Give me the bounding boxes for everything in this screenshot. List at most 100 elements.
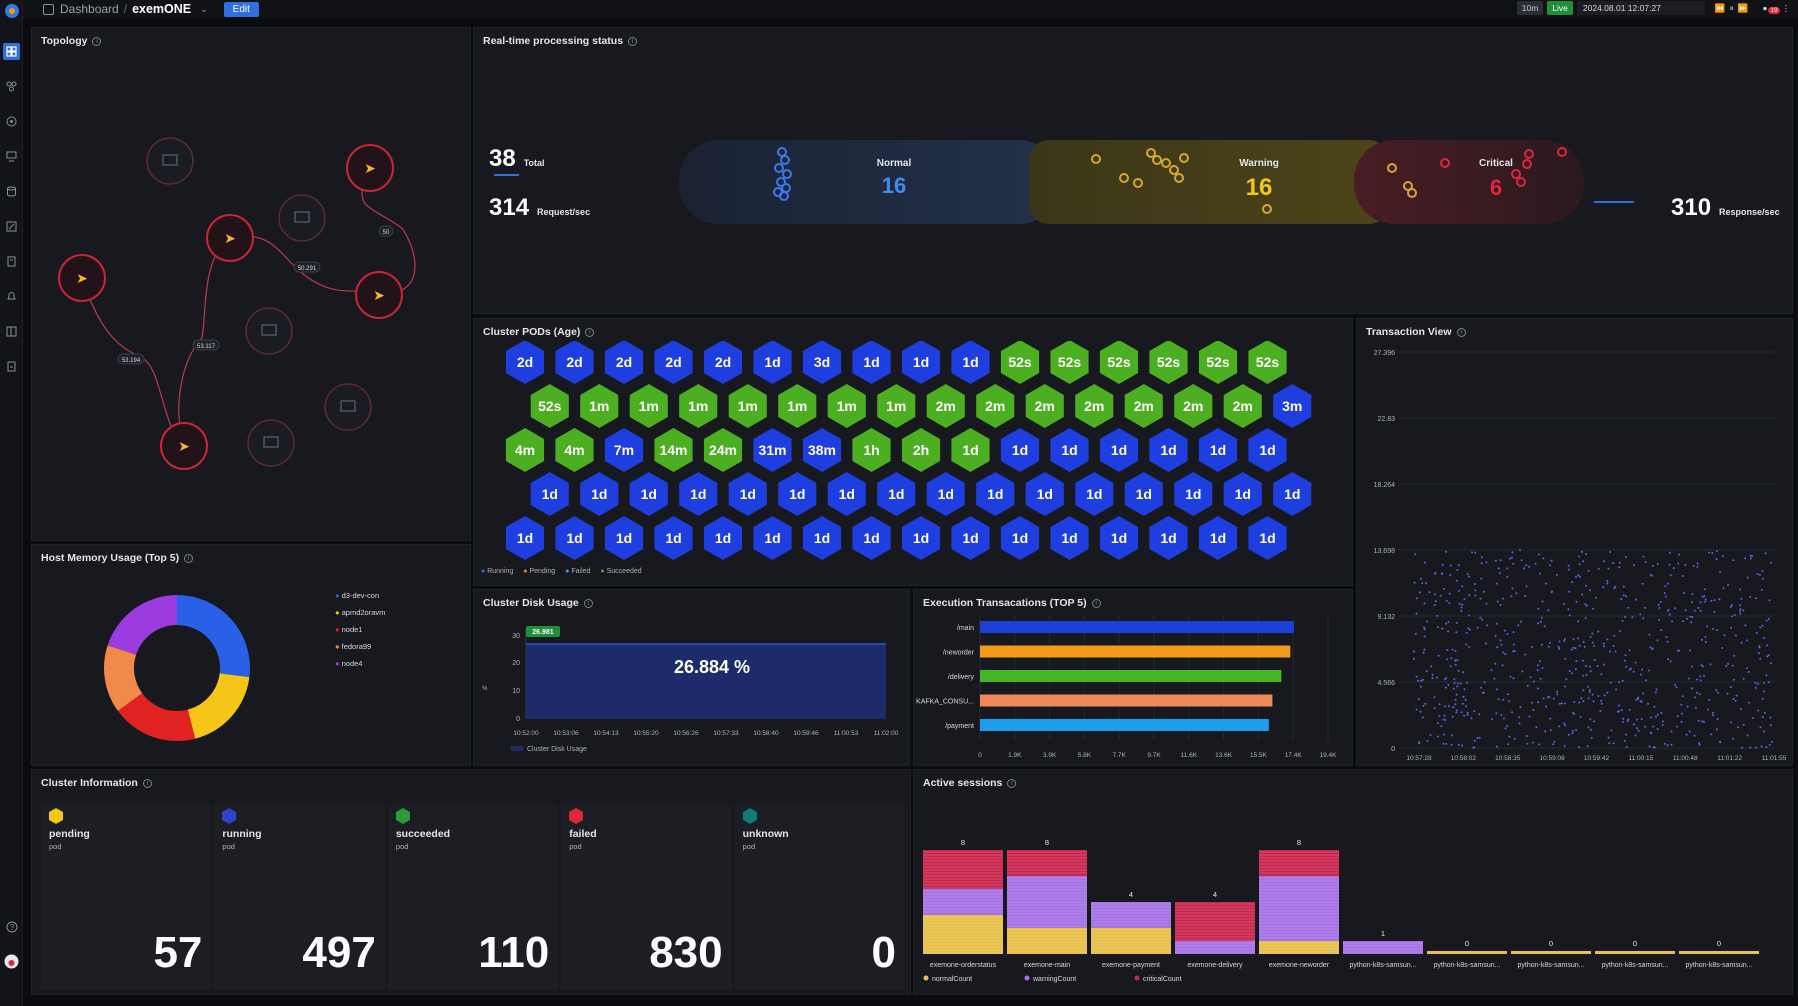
session-bar-segment[interactable]: [1259, 876, 1339, 941]
pod-hexagon[interactable]: 2d: [604, 341, 644, 384]
pod-hexagon[interactable]: 1d: [1273, 472, 1312, 516]
session-bar-segment[interactable]: [1091, 902, 1171, 928]
pod-hexagon[interactable]: 24m: [703, 428, 743, 472]
pod-hexagon[interactable]: 1d: [1198, 428, 1238, 472]
pod-hexagon[interactable]: 3m: [1273, 384, 1312, 428]
pod-hexagon[interactable]: 1d: [1000, 428, 1040, 472]
fast-forward-icon[interactable]: ⏩: [1737, 2, 1749, 13]
pod-hexagon[interactable]: 1d: [1248, 428, 1287, 472]
transaction-scatter-chart[interactable]: 27.396 22.83 18.264 13.698 9.132 4.566 0 10:57:…: [1357, 319, 1794, 767]
topology-node[interactable]: [245, 307, 293, 355]
notification-bell-icon[interactable]: ● 19: [1762, 3, 1780, 14]
pod-hexagon[interactable]: 7m: [604, 428, 644, 472]
pod-hexagon[interactable]: 1d: [901, 516, 941, 560]
more-menu-icon[interactable]: ⋮: [1781, 2, 1791, 13]
pause-icon[interactable]: ⏸: [1729, 2, 1734, 13]
pod-hexagon[interactable]: 2m: [976, 384, 1015, 428]
donut-slice[interactable]: [117, 693, 196, 742]
cluster-card-failed[interactable]: failed pod 830: [561, 804, 732, 990]
pod-hexagon[interactable]: 1d: [901, 341, 941, 384]
pod-hexagon[interactable]: 1d: [654, 516, 693, 560]
pod-hexagon[interactable]: 2m: [1124, 384, 1163, 428]
info-icon[interactable]: i: [142, 778, 152, 788]
info-icon[interactable]: i: [1091, 598, 1101, 608]
donut-slice[interactable]: [177, 595, 250, 678]
pod-hexagon[interactable]: 1m: [827, 384, 866, 428]
pod-hexagon[interactable]: 1d: [951, 516, 990, 560]
pod-hexagon[interactable]: 1d: [951, 341, 990, 384]
pod-hexagon[interactable]: 1h: [852, 428, 891, 472]
donut-slice[interactable]: [107, 595, 177, 655]
active-sessions-chart[interactable]: 8 exemone-orderstatus 8 exemone-main 4 exemon…: [914, 770, 1794, 996]
pod-hexagon[interactable]: 2m: [1025, 384, 1064, 428]
live-toggle[interactable]: Live: [1547, 1, 1573, 15]
session-bar-segment[interactable]: [1259, 941, 1339, 954]
warning-segment[interactable]: [1029, 140, 1389, 224]
session-bar-segment[interactable]: [923, 889, 1003, 915]
pod-hexagon[interactable]: 2h: [901, 428, 941, 472]
pod-hexagon[interactable]: 38m: [802, 428, 842, 472]
pod-hexagon[interactable]: 52s: [1198, 341, 1238, 384]
dashboard-name[interactable]: exemONE: [132, 2, 192, 16]
exec-bar[interactable]: [980, 719, 1269, 731]
pod-hexagon[interactable]: 1d: [1149, 516, 1188, 560]
pod-hexagon[interactable]: 1d: [852, 341, 891, 384]
cluster-card-succeeded[interactable]: succeeded pod 110: [387, 804, 559, 990]
session-bar-segment[interactable]: [1175, 941, 1255, 954]
pod-hexagon[interactable]: 52s: [1050, 341, 1089, 384]
info-icon[interactable]: i: [1456, 327, 1466, 337]
donut-slice[interactable]: [187, 673, 250, 739]
exec-bar[interactable]: [980, 694, 1273, 707]
pod-hexagon[interactable]: 1d: [629, 472, 668, 516]
pod-hexagon[interactable]: 1m: [679, 384, 718, 428]
pod-hexagon[interactable]: 2d: [703, 341, 743, 384]
topology-node[interactable]: ➤: [160, 422, 208, 470]
host-memory-donut[interactable]: [32, 545, 472, 767]
session-bar-segment[interactable]: [1259, 850, 1339, 876]
pod-hexagon[interactable]: 2m: [926, 384, 965, 428]
pod-hexagon[interactable]: 1m: [629, 384, 668, 428]
disk-usage-chart[interactable]: 30 20 10 0 % 26.981 26.884 % 10:52:00 10:…: [474, 590, 911, 767]
pod-hexagon[interactable]: 1d: [530, 472, 569, 516]
pod-hexagon[interactable]: 1d: [1149, 428, 1188, 472]
host-nav-icon[interactable]: [3, 148, 20, 165]
pod-hexagon[interactable]: 1d: [802, 516, 842, 560]
report-nav-icon[interactable]: [3, 253, 20, 270]
pod-hexagon[interactable]: 4m: [505, 428, 545, 472]
pod-hexagon[interactable]: 1d: [1000, 516, 1040, 560]
pod-hexagon[interactable]: 52s: [1000, 341, 1040, 384]
pod-hexagon[interactable]: 1d: [827, 472, 866, 516]
info-icon[interactable]: i: [628, 36, 638, 46]
topology-graph[interactable]: 50 50.291 53.117 53.194 ➤ ➤ ➤ ➤ ➤: [32, 28, 472, 542]
session-bar-segment[interactable]: [1007, 928, 1087, 954]
pod-hexagon[interactable]: 1d: [753, 341, 792, 384]
user-avatar[interactable]: [3, 953, 20, 970]
document-nav-icon[interactable]: [3, 358, 20, 375]
pod-hexagon[interactable]: 1d: [926, 472, 965, 516]
topology-node[interactable]: [247, 419, 295, 467]
pod-hexagon[interactable]: 1d: [1099, 516, 1139, 560]
chevron-down-icon[interactable]: ⌄: [200, 3, 208, 14]
info-icon[interactable]: i: [184, 553, 194, 563]
pod-hexagon[interactable]: 1d: [555, 516, 594, 560]
exec-bar[interactable]: [980, 621, 1294, 633]
pod-hexagon[interactable]: 14m: [654, 428, 693, 472]
pod-hexagon[interactable]: 1d: [505, 516, 545, 560]
pod-hexagon[interactable]: 1d: [1050, 428, 1089, 472]
pod-hexagon[interactable]: 1d: [703, 516, 743, 560]
session-bar-segment[interactable]: [923, 850, 1003, 889]
pod-hexagon[interactable]: 1d: [877, 472, 916, 516]
topology-nav-icon[interactable]: [3, 78, 20, 95]
pod-hexagon[interactable]: 1d: [1248, 516, 1287, 560]
pod-hexagon[interactable]: 2d: [505, 341, 545, 384]
pod-hexagon[interactable]: 1d: [1025, 472, 1064, 516]
pod-hexagon[interactable]: 1d: [728, 472, 767, 516]
session-bar-segment[interactable]: [1343, 941, 1423, 954]
pod-hexagon[interactable]: 1d: [976, 472, 1015, 516]
pod-hexagon[interactable]: 3d: [802, 341, 842, 384]
topology-node[interactable]: ➤: [206, 214, 254, 262]
session-bar-segment[interactable]: [1007, 876, 1087, 928]
info-icon[interactable]: i: [585, 327, 595, 337]
session-bar-segment[interactable]: [1007, 850, 1087, 876]
session-bar-segment[interactable]: [1091, 928, 1171, 954]
